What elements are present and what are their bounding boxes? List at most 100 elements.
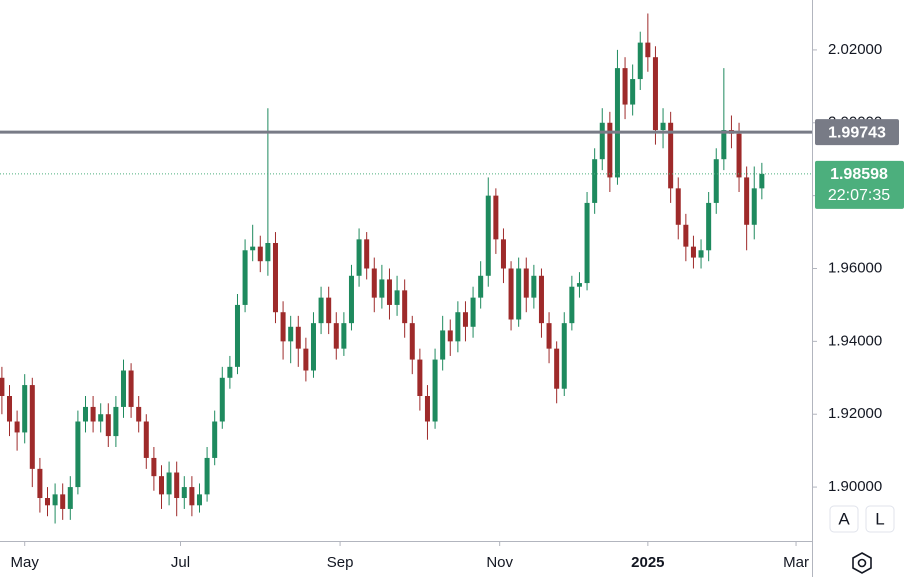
candle-body	[219, 377, 225, 422]
candle-body	[356, 239, 362, 276]
candle-body	[280, 312, 286, 342]
x-tick-label: Jul	[171, 554, 190, 571]
candle-body	[402, 290, 408, 324]
x-tick-label: 2025	[631, 554, 664, 571]
plot	[0, 13, 765, 524]
candle-body	[386, 279, 392, 305]
candle-body	[272, 242, 278, 313]
candle-body	[295, 326, 301, 349]
candle-body	[660, 122, 666, 131]
y-tick-label: 2.02000	[828, 41, 882, 58]
candle-body	[736, 133, 742, 178]
candle-body	[637, 42, 643, 80]
candle-body	[166, 472, 172, 495]
x-tick-label: Nov	[486, 554, 513, 571]
candle-body	[250, 246, 256, 251]
candle-body	[614, 68, 620, 178]
candle-body	[128, 370, 134, 407]
candle-body	[675, 188, 681, 225]
candle-body	[470, 297, 476, 327]
candle-body	[424, 396, 430, 422]
candle-body	[333, 323, 339, 349]
y-tick-label: 1.94000	[828, 332, 882, 349]
candle-body	[546, 323, 552, 349]
settings-hexagon[interactable]	[852, 552, 872, 574]
candle-body	[622, 68, 628, 105]
candle-body	[37, 468, 43, 499]
candle-body	[478, 275, 484, 298]
candle-body	[212, 421, 218, 458]
candle-body	[440, 330, 446, 360]
candle-body	[364, 239, 370, 269]
candle-body	[371, 268, 377, 298]
y-tick-label: 1.96000	[828, 259, 882, 276]
candle-body	[44, 498, 51, 506]
candle-body	[242, 250, 248, 305]
y-tick-label: 1.92000	[828, 405, 882, 422]
countdown-label: 22:07:35	[828, 187, 890, 204]
candle-body	[516, 268, 522, 320]
candle-body	[113, 406, 119, 437]
candle-body	[630, 79, 636, 105]
button-a-box[interactable]	[829, 505, 859, 533]
horizontal-line-label-box	[815, 119, 899, 146]
x-tick-label: May	[11, 554, 40, 571]
candle-body	[303, 348, 309, 371]
candle-body	[485, 195, 491, 276]
candle-body	[462, 312, 468, 327]
settings-dot[interactable]	[857, 558, 867, 568]
candle-body	[698, 250, 704, 258]
candle-body	[592, 159, 598, 203]
candle-body	[607, 122, 613, 178]
candle-body	[22, 385, 28, 433]
candle-body	[652, 57, 658, 131]
candle-body	[98, 414, 104, 422]
candle-body	[143, 421, 149, 458]
x-tick-label: Sep	[327, 554, 354, 571]
candle-body	[394, 290, 400, 305]
candle-body	[151, 457, 157, 477]
candle-body	[120, 370, 126, 407]
candle-body	[538, 275, 544, 324]
candle-body	[531, 275, 537, 298]
candle-body	[523, 268, 529, 298]
candle-body	[326, 297, 332, 324]
candle-body	[158, 476, 164, 495]
candle-body	[447, 330, 453, 342]
candle-body	[417, 359, 423, 397]
button-l-label[interactable]: L	[875, 509, 884, 528]
candle-body	[455, 312, 461, 342]
candle-body	[204, 457, 210, 495]
candle-body	[52, 494, 58, 506]
candle-body	[75, 421, 81, 488]
y-tick-label: 1.90000	[828, 478, 882, 495]
candle-body	[584, 202, 590, 284]
candle-body	[67, 487, 73, 509]
button-l[interactable]: L	[865, 505, 895, 533]
settings-icon[interactable]	[852, 552, 872, 574]
candle-body	[706, 202, 712, 251]
candle-body	[690, 246, 696, 258]
candle-body	[508, 268, 514, 320]
candle-body	[105, 414, 111, 437]
candle-body	[432, 359, 438, 422]
candle-body	[227, 366, 233, 378]
candle-body	[668, 122, 674, 189]
button-a-label[interactable]: A	[838, 509, 850, 528]
candle-body	[713, 159, 719, 203]
candle-body	[751, 188, 757, 225]
candle-body	[576, 283, 582, 287]
candle-body	[409, 323, 415, 360]
candle-body	[0, 377, 5, 397]
last-price-label-box	[815, 160, 904, 209]
candle-body	[561, 323, 567, 389]
button-a[interactable]: A	[829, 505, 859, 533]
horizontal-line-label: 1.99743	[828, 124, 886, 141]
candle-body	[174, 472, 180, 499]
candle-body	[29, 385, 35, 469]
candle-body	[14, 421, 20, 433]
candle-body	[599, 122, 605, 160]
button-l-box[interactable]	[865, 505, 895, 533]
